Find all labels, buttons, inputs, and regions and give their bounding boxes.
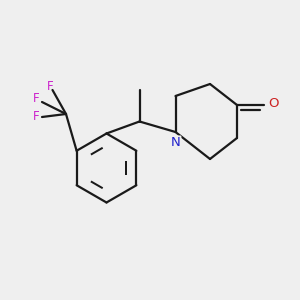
Text: F: F: [47, 80, 54, 93]
Text: O: O: [268, 97, 279, 110]
Text: F: F: [33, 110, 40, 124]
Text: F: F: [33, 92, 40, 106]
Text: N: N: [171, 136, 180, 149]
